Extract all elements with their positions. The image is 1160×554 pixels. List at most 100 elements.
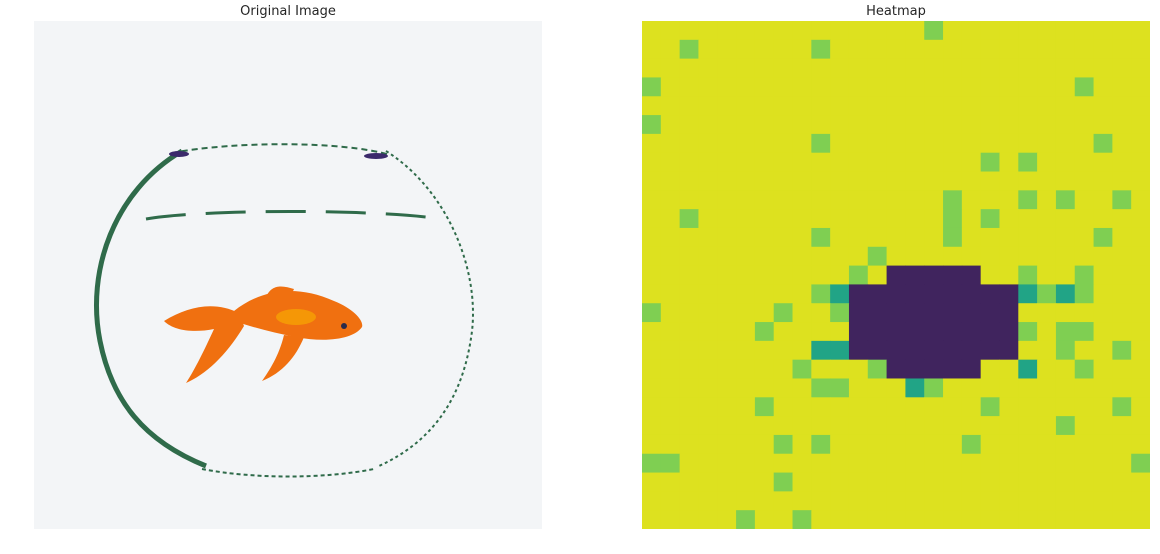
heatmap-cell (830, 133, 850, 154)
heatmap-cell (660, 58, 681, 78)
heatmap-cell (754, 284, 775, 304)
heatmap-cell (1055, 434, 1076, 455)
heatmap-cell (736, 227, 756, 248)
heatmap-cell (773, 96, 794, 116)
heatmap-cell (1037, 453, 1057, 474)
heatmap-cell (1037, 491, 1057, 511)
heatmap-cell (679, 340, 699, 361)
heatmap-cell (642, 152, 662, 173)
heatmap-cell (717, 416, 737, 436)
heatmap-cell (773, 58, 794, 78)
heatmap-cell (811, 453, 831, 474)
heatmap-cell (1093, 227, 1113, 248)
heatmap-cell (811, 303, 831, 323)
heatmap-cell (698, 77, 718, 97)
heatmap-cell (848, 434, 869, 455)
heatmap-cell (754, 359, 775, 379)
heatmap-cell (642, 434, 662, 455)
heatmap-cell (1131, 246, 1150, 267)
heatmap-cell (1018, 246, 1038, 267)
heatmap-cell (1037, 359, 1057, 379)
heatmap-cell (1074, 246, 1095, 267)
heatmap-cell (999, 96, 1019, 116)
heatmap-cell (679, 77, 699, 97)
heatmap-cell (867, 21, 888, 41)
heatmap-cell (642, 453, 662, 474)
heatmap-cell (1093, 58, 1113, 78)
heatmap-cell (924, 340, 944, 361)
heatmap-cell (717, 453, 737, 474)
heatmap-cell (943, 510, 963, 529)
heatmap-cell (773, 152, 794, 173)
heatmap-cell (1037, 58, 1057, 78)
heatmap-cell (811, 171, 831, 191)
heatmap-cell (999, 152, 1019, 173)
heatmap-cell (1112, 171, 1132, 191)
heatmap-cell (698, 115, 718, 135)
heatmap-cell (980, 322, 1000, 342)
heatmap-cell (924, 378, 944, 398)
heatmap-cell (811, 115, 831, 135)
heatmap-cell (886, 246, 906, 267)
heatmap-cell (1093, 21, 1113, 41)
heatmap-cell (660, 152, 681, 173)
heatmap-cell (848, 227, 869, 248)
heatmap-cell (1093, 284, 1113, 304)
heatmap-cell (980, 397, 1000, 417)
heatmap-cell (792, 303, 812, 323)
heatmap-cell (867, 453, 888, 474)
heatmap-cell (698, 21, 718, 41)
heatmap-cell (980, 491, 1000, 511)
heatmap-cell (980, 303, 1000, 323)
heatmap-cell (867, 190, 888, 210)
heatmap-cell (943, 77, 963, 97)
heatmap-cell (1018, 397, 1038, 417)
heatmap-cell (867, 227, 888, 248)
heatmap-cell (867, 416, 888, 436)
heatmap-cell (1055, 227, 1076, 248)
heatmap-cell (867, 246, 888, 267)
heatmap-cell (1055, 453, 1076, 474)
heatmap-cell (1112, 340, 1132, 361)
heatmap-cell (1093, 416, 1113, 436)
heatmap-cell (905, 152, 925, 173)
heatmap-cell (848, 472, 869, 492)
heatmap-cell (905, 416, 925, 436)
heatmap-cell (792, 322, 812, 342)
heatmap-cell (754, 265, 775, 285)
heatmap-cell (905, 340, 925, 361)
heatmap-cell (717, 303, 737, 323)
heatmap-cell (848, 416, 869, 436)
heatmap-cell (905, 21, 925, 41)
heatmap-cell (886, 152, 906, 173)
heatmap-cell (980, 378, 1000, 398)
heatmap-cell (961, 416, 982, 436)
heatmap-cell (698, 322, 718, 342)
heatmap-cell (886, 397, 906, 417)
heatmap-cell (1093, 96, 1113, 116)
heatmap-cell (698, 434, 718, 455)
heatmap-cell (848, 246, 869, 267)
heatmap-cell (1074, 434, 1095, 455)
heatmap-cell (754, 378, 775, 398)
heatmap-cell (867, 39, 888, 60)
heatmap-cell (886, 39, 906, 60)
heatmap-cell (792, 510, 812, 529)
heatmap-cell (848, 96, 869, 116)
heatmap-cell (1093, 378, 1113, 398)
heatmap-cell (943, 209, 963, 229)
heatmap-cell (642, 227, 662, 248)
heatmap-cell (773, 133, 794, 154)
heatmap-cell (717, 491, 737, 511)
heatmap-cell (754, 152, 775, 173)
heatmap-cell (1131, 359, 1150, 379)
heatmap-cell (886, 510, 906, 529)
heatmap-cell (679, 115, 699, 135)
heatmap-cell (1112, 303, 1132, 323)
heatmap-cell (943, 340, 963, 361)
heatmap-cell (660, 246, 681, 267)
heatmap-cell (830, 265, 850, 285)
heatmap-cell (830, 152, 850, 173)
heatmap-cell (811, 58, 831, 78)
heatmap-cell (1093, 133, 1113, 154)
